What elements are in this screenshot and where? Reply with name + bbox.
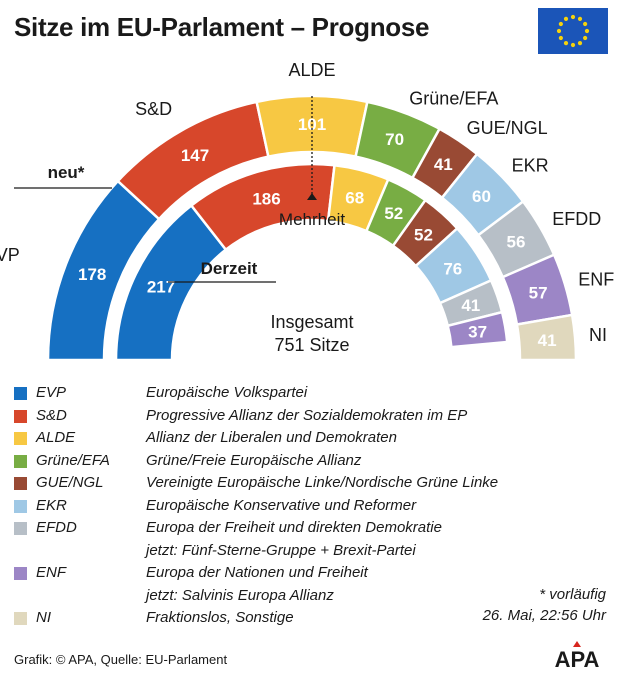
total-label-line1: Insgesamt: [270, 312, 353, 332]
legend-item: ALDE Allianz der Liberalen und Demokraten: [14, 427, 610, 450]
note-line2: 26. Mai, 22:56 Uhr: [482, 607, 606, 624]
derzeit-value-s-d: 186: [252, 189, 280, 208]
legend-abbr: S&D: [36, 406, 67, 424]
majority-marker-icon: [307, 193, 317, 200]
legend-swatch-gue-ngl: [14, 477, 27, 490]
derzeit-value-alde: 68: [345, 189, 364, 208]
neu-value-enf: 57: [529, 283, 548, 302]
legend-fullname: jetzt: Salvinis Europa Allianz: [146, 586, 334, 604]
neu-value-ekr: 60: [472, 187, 491, 206]
derzeit-value-evp: 217: [147, 277, 175, 296]
legend-item: S&D Progressive Allianz der Sozialdemokra…: [14, 405, 610, 428]
majority-label: Mehrheit: [279, 210, 345, 229]
legend-abbr: EFDD: [36, 519, 77, 536]
legend-fullname: Europa der Freiheit und direkten Demokra…: [146, 519, 442, 536]
neu-value-gr-ne-efa: 70: [385, 130, 404, 149]
apa-logo-text: APA: [555, 647, 600, 669]
party-label-alde: ALDE: [288, 60, 335, 80]
legend-abbr: ALDE: [36, 429, 76, 446]
party-label-efdd: EFDD: [552, 209, 601, 229]
legend-abbr: NI: [36, 609, 51, 626]
legend-item: ENF Europa der Nationen und Freiheit: [14, 562, 610, 585]
note-line1: * vorläufig: [539, 586, 606, 603]
legend-swatch-enf: [14, 567, 27, 580]
legend-fullname: Allianz der Liberalen und Demokraten: [146, 429, 397, 446]
derzeit-value-gr-ne-efa: 52: [384, 204, 403, 223]
legend-fullname: Fraktionslos, Sonstige: [146, 609, 294, 626]
outer-party-labels: EVP S&D ALDE Grüne/EFA GUE/NGL EKR EFDD ENF NI: [0, 60, 614, 345]
legend-item: NI Fraktionslos, Sonstige: [14, 607, 610, 630]
legend-swatch-ekr: [14, 499, 27, 513]
page-title: Sitze im EU-Parlament – Prognose: [14, 12, 430, 42]
party-label-gue-ngl: GUE/NGL: [467, 118, 548, 138]
legend-swatch-efdd: [14, 522, 27, 535]
legend-item: GUE/NGL Vereinigte Europäische Linke/Nord…: [14, 472, 610, 495]
legend-item: jetzt: Salvinis Europa Allianz: [14, 585, 610, 608]
legend-abbr: ENF: [36, 564, 66, 581]
eu-flag-icon: [538, 8, 608, 54]
neu-value-gue-ngl: 41: [434, 155, 453, 174]
party-label-ni: NI: [589, 325, 607, 345]
legend-abbr: GUE/NGL: [36, 474, 104, 491]
legend-abbr: Grüne/EFA: [36, 451, 110, 469]
apa-logo: APA: [555, 641, 600, 669]
neu-value-efdd: 56: [507, 232, 526, 251]
derzeit-label: Derzeit: [201, 259, 258, 278]
derzeit-value-ekr: 76: [443, 259, 462, 278]
legend-fullname: Europäische Volkspartei: [146, 384, 308, 401]
legend-fullname: Vereinigte Europäische Linke/Nordische G…: [146, 474, 499, 491]
legend-swatch-gr-ne-efa: [14, 454, 27, 468]
note: * vorläufig 26. Mai, 22:56 Uhr: [483, 584, 606, 626]
neu-label: neu*: [48, 163, 85, 182]
inner-ring-derzeit: 217 186 68 52 52 76 41 37: [114, 162, 509, 362]
legend-abbr: EVP: [36, 384, 67, 401]
party-label-gr-ne-efa: Grüne/EFA: [409, 89, 498, 109]
legend-item: EFDD Europa der Freiheit und direkten Dem…: [14, 517, 610, 540]
chart-annotations: neu* Derzeit Mehrheit Insgesamt 751 Sitze: [14, 96, 354, 355]
derzeit-segment-enf: [446, 310, 509, 349]
party-label-s-d: S&D: [135, 99, 172, 119]
footer-source: Grafik: © APA, Quelle: EU-Parlament: [14, 652, 228, 667]
derzeit-value-enf: 37: [468, 323, 487, 342]
legend-fullname: Grüne/Freie Europäische Allianz: [146, 451, 362, 469]
legend-swatch-evp: [14, 387, 27, 400]
legend-fullname: Progressive Allianz der Sozialdemokraten…: [146, 406, 468, 424]
legend-swatch-alde: [14, 432, 27, 445]
legend-item: jetzt: Fünf-Sterne-Gruppe + Brexit-Parte…: [14, 540, 610, 563]
party-label-ekr: EKR: [512, 156, 549, 176]
legend-swatch-s-d: [14, 409, 27, 423]
legend-fullname: jetzt: Fünf-Sterne-Gruppe + Brexit-Parte…: [146, 541, 416, 559]
neu-segment-ni: [515, 313, 578, 362]
derzeit-value-efdd: 41: [461, 296, 480, 315]
legend-abbr: EKR: [36, 496, 67, 514]
legend-swatch-ni: [14, 612, 27, 625]
neu-value-s-d: 147: [181, 146, 209, 165]
legend-item: EVP Europäische Volkspartei: [14, 382, 610, 405]
legend-fullname: Europäische Konservative und Reformer: [146, 496, 417, 514]
neu-value-evp: 178: [78, 265, 106, 284]
legend: EVP Europäische Volkspartei S&D Progressive…: [14, 382, 610, 630]
legend-item: Grüne/EFA Grüne/Freie Europäische Allianz: [14, 450, 610, 473]
derzeit-value-gue-ngl: 52: [414, 225, 433, 244]
legend-item: EKR Europäische Konservative und Reformer: [14, 495, 610, 518]
neu-value-ni: 41: [538, 331, 557, 350]
legend-fullname: Europa der Nationen und Freiheit: [146, 564, 368, 581]
party-label-enf: ENF: [578, 269, 614, 289]
total-label-line2: 751 Sitze: [274, 335, 349, 355]
party-label-evp: EVP: [0, 245, 20, 265]
